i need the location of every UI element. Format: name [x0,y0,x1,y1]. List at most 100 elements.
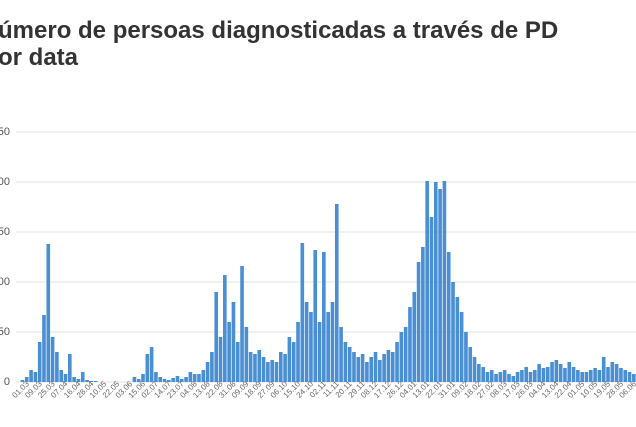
bar [485,372,490,382]
bar [541,368,546,382]
bar [623,370,628,382]
bar [580,372,584,382]
bar [37,342,42,382]
bar [317,322,322,382]
bar [223,275,227,382]
bar [399,332,404,382]
bar [192,374,197,382]
bar [63,374,68,382]
bar [68,354,72,382]
bar [588,370,593,382]
bar [390,352,395,382]
bar [334,204,339,382]
bar [416,262,421,382]
bar [326,312,330,382]
bar [550,362,554,382]
bar [365,362,369,382]
bar [425,181,429,382]
bar [498,372,503,382]
bar [167,380,171,382]
bar [347,347,352,382]
bar [141,374,145,382]
bar [218,337,223,382]
bar [632,374,636,382]
bar [59,370,64,382]
bar [89,381,94,382]
y-tick-label: 200 [0,176,10,188]
bar [136,379,141,382]
bar [330,302,335,382]
bar [231,302,236,382]
bar [29,370,33,382]
bar [201,370,206,382]
bar [188,372,193,382]
bar [472,357,477,382]
bar [386,350,391,382]
bar [240,266,244,382]
bar [322,252,326,382]
bar [520,370,524,382]
bar [627,372,632,382]
bar [210,352,214,382]
bar [545,367,550,382]
bar [266,362,270,382]
bar [563,368,567,382]
bar [257,350,262,382]
y-tick-label: 250 [0,126,10,138]
bar [184,377,188,382]
chart-title: úmero de persoas diagnosticadas a través… [0,17,558,44]
bar [20,380,25,382]
bar [76,379,81,382]
bar [619,368,623,382]
bar [403,327,408,382]
bar [278,352,283,382]
bar [179,379,184,382]
bar [253,354,257,382]
bar [343,342,348,382]
bar [395,342,399,382]
bar [494,374,498,382]
bar [524,367,529,382]
bar [214,292,219,382]
bar [593,368,597,382]
bar [145,354,150,382]
bar [149,347,154,382]
bar [93,381,98,382]
bar [468,347,473,382]
bar [235,342,240,382]
bar [610,362,615,382]
bar [24,377,29,382]
bar [33,372,38,382]
bar [369,357,374,382]
y-tick-label: 0 [4,376,10,388]
bar [408,307,412,382]
chart-title: or data [0,44,79,71]
bar [459,312,464,382]
bar [477,364,481,382]
bar [533,370,537,382]
bar [451,282,455,382]
bar [382,354,386,382]
bar [205,362,210,382]
bar [339,327,343,382]
bar [158,377,163,382]
bar [304,302,309,382]
bar [162,379,167,382]
bar [528,372,533,382]
bar [154,372,158,382]
bar [455,297,460,382]
bar [515,372,520,382]
bar [576,370,580,382]
bar [601,357,606,382]
bar [72,377,76,382]
bar [446,252,451,382]
bar [597,370,602,382]
bar [481,367,485,382]
bar [296,322,300,382]
bar [283,354,287,382]
bar [132,377,137,382]
y-tick-label: 50 [0,326,10,338]
bar [567,362,572,382]
bar [571,367,576,382]
